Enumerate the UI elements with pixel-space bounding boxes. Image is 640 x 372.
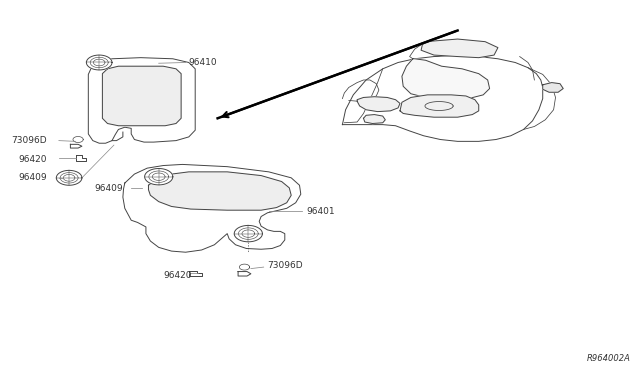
Polygon shape	[239, 264, 250, 270]
Polygon shape	[543, 83, 563, 92]
Text: 73096D: 73096D	[268, 262, 303, 270]
Polygon shape	[402, 59, 490, 100]
Polygon shape	[357, 97, 400, 112]
Polygon shape	[145, 169, 173, 185]
Polygon shape	[234, 225, 262, 242]
Polygon shape	[400, 95, 479, 117]
Polygon shape	[70, 144, 82, 148]
Polygon shape	[189, 271, 202, 276]
Text: 96409: 96409	[95, 185, 124, 193]
Text: 96401: 96401	[306, 207, 335, 216]
Polygon shape	[73, 137, 83, 142]
Text: 96420: 96420	[163, 271, 192, 280]
Text: 96420: 96420	[18, 155, 47, 164]
Polygon shape	[123, 164, 301, 252]
Polygon shape	[342, 56, 543, 141]
Polygon shape	[86, 55, 112, 70]
Polygon shape	[56, 170, 82, 185]
Text: 96409: 96409	[18, 173, 47, 182]
Polygon shape	[421, 39, 498, 58]
Polygon shape	[88, 58, 195, 143]
Polygon shape	[76, 155, 86, 161]
Polygon shape	[364, 115, 385, 124]
Polygon shape	[238, 272, 251, 276]
Text: 96410: 96410	[189, 58, 218, 67]
Text: 73096D: 73096D	[12, 136, 47, 145]
Polygon shape	[148, 172, 291, 210]
Text: R964002A: R964002A	[586, 354, 630, 363]
Polygon shape	[102, 66, 181, 126]
